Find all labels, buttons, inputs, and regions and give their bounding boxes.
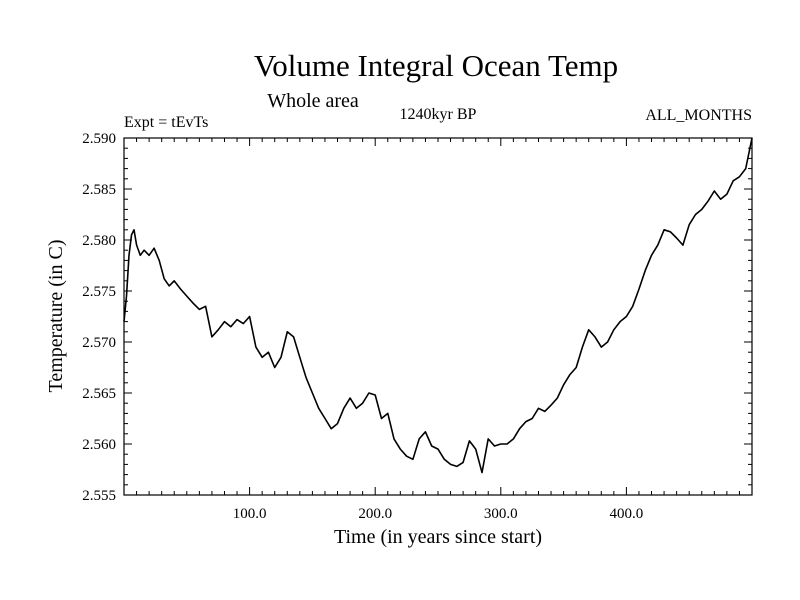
chart-subtitle: Whole area <box>267 90 359 112</box>
x-axis-label: Time (in years since start) <box>334 526 542 548</box>
x-tick-label: 200.0 <box>358 506 392 522</box>
chart-title: Volume Integral Ocean Temp <box>254 48 618 83</box>
period-label: 1240kyr BP <box>400 106 477 123</box>
y-tick-label: 2.575 <box>82 284 116 300</box>
x-tick-label: 100.0 <box>233 506 267 522</box>
y-axis-label: Temperature (in C) <box>45 240 67 393</box>
y-tick-label: 2.590 <box>82 131 116 147</box>
y-tick-label: 2.580 <box>82 233 116 249</box>
plot-frame <box>123 137 753 496</box>
y-tick-label: 2.570 <box>82 335 116 351</box>
x-tick-label: 300.0 <box>484 506 518 522</box>
series-layer <box>123 137 753 474</box>
experiment-label: Expt = tEvTs <box>124 114 208 131</box>
y-tick-label: 2.560 <box>82 437 116 453</box>
y-tick-label: 2.585 <box>82 182 116 198</box>
x-tick-label: 400.0 <box>610 506 644 522</box>
x-axis-ticks: 100.0 200.0 300.0 400.0 <box>136 138 740 522</box>
series-line <box>123 137 753 474</box>
months-label: ALL_MONTHS <box>645 107 752 124</box>
y-tick-label: 2.555 <box>82 488 116 504</box>
y-axis-ticks: 2.555 2.560 2.565 2.570 2.575 2.580 2.585 2.590 <box>82 131 752 504</box>
y-tick-label: 2.565 <box>82 386 116 402</box>
